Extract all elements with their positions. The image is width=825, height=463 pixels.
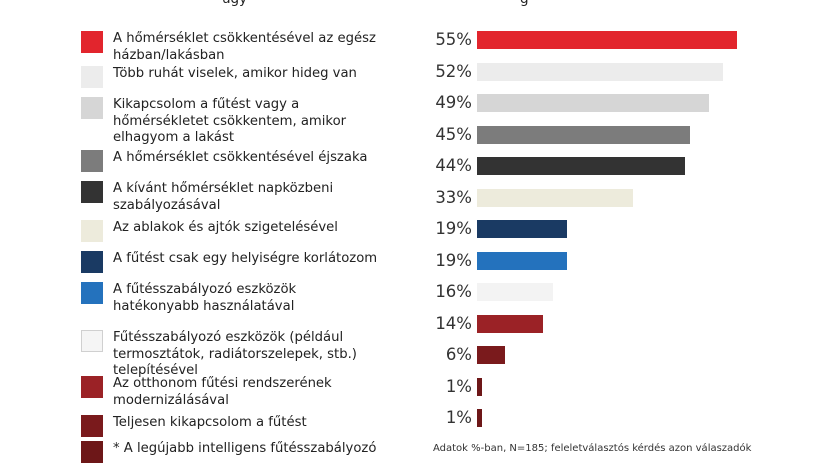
legend-label: A kívánt hőmérséklet napközbeni szabályo… <box>113 181 334 213</box>
legend-label: A hőmérséklet csökkentésével az egész há… <box>113 31 376 63</box>
chart: ugy g A hőmérséklet csökkentésével az eg… <box>81 0 751 463</box>
value-label: 14% <box>435 314 472 333</box>
bar <box>477 220 567 238</box>
value-label: 16% <box>435 282 472 301</box>
value-label: 52% <box>435 62 472 81</box>
legend-swatch <box>81 150 103 172</box>
cut-title-fragment-left: ugy <box>222 0 247 7</box>
bar <box>477 94 709 112</box>
legend-swatch <box>81 330 103 352</box>
legend-label: Több ruhát viselek, amikor hideg van <box>113 66 357 81</box>
legend-swatch <box>81 66 103 88</box>
bar <box>477 346 505 364</box>
legend-swatch <box>81 181 103 203</box>
value-label: 55% <box>435 30 472 49</box>
bar <box>477 252 567 270</box>
value-label: 19% <box>435 251 472 270</box>
cut-title-fragment-right: g <box>520 0 529 7</box>
value-label: 6% <box>445 345 472 364</box>
legend-swatch <box>81 97 103 119</box>
legend-label: A hőmérséklet csökkentésével éjszaka <box>113 150 368 165</box>
legend-swatch <box>81 31 103 53</box>
legend-label: * A legújabb intelligens fűtésszabályozó <box>113 441 377 456</box>
value-label: 49% <box>435 93 472 112</box>
legend-label: Teljesen kikapcsolom a fűtést <box>113 415 307 430</box>
value-label: 1% <box>445 408 472 427</box>
legend-label: Kikapcsolom a fűtést vagy a hőmérséklete… <box>113 97 347 145</box>
legend-label: A fűtésszabályozó eszközök hatékonyabb h… <box>113 282 297 314</box>
legend-swatch <box>81 441 103 463</box>
bar <box>477 31 737 49</box>
value-label: 19% <box>435 219 472 238</box>
legend-swatch <box>81 282 103 304</box>
bar <box>477 409 482 427</box>
value-label: 45% <box>435 125 472 144</box>
legend-label: A fűtést csak egy helyiségre korlátozom <box>113 251 378 266</box>
bar <box>477 315 543 333</box>
legend-label: Az otthonom fűtési rendszerének moderniz… <box>113 376 332 408</box>
legend-swatch <box>81 376 103 398</box>
value-label: 1% <box>445 377 472 396</box>
bar <box>477 126 690 144</box>
legend-swatch <box>81 251 103 273</box>
legend-swatch <box>81 415 103 437</box>
legend-label: Az ablakok és ajtók szigetelésével <box>113 220 338 235</box>
legend-label: Fűtésszabályozó eszközök (például termos… <box>113 330 357 378</box>
value-label: 33% <box>435 188 472 207</box>
bar <box>477 63 723 81</box>
bar <box>477 378 482 396</box>
footnote: Adatok %-ban, N=185; feleletválasztós ké… <box>433 443 752 454</box>
bar <box>477 189 633 207</box>
bar <box>477 157 685 175</box>
value-label: 44% <box>435 156 472 175</box>
legend-swatch <box>81 220 103 242</box>
bar <box>477 283 553 301</box>
